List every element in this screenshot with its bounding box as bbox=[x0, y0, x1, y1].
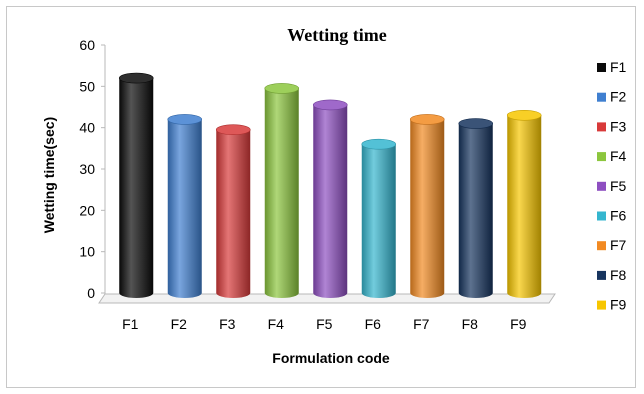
bar-body bbox=[167, 119, 202, 299]
legend-item: F4 bbox=[597, 148, 627, 164]
bar-body bbox=[216, 129, 251, 298]
x-tick-label: F3 bbox=[219, 316, 236, 332]
bar-top bbox=[312, 99, 348, 111]
legend-item: F7 bbox=[597, 237, 627, 253]
x-tick-label: F9 bbox=[510, 316, 527, 332]
legend-swatch bbox=[597, 241, 606, 251]
bar-body bbox=[313, 104, 348, 298]
y-tick-label: 60 bbox=[79, 37, 95, 53]
bar-F4 bbox=[264, 83, 300, 298]
bar-top bbox=[361, 138, 397, 150]
bar-F3 bbox=[215, 124, 251, 298]
y-tick-label: 0 bbox=[87, 285, 95, 301]
bar-F2 bbox=[167, 114, 203, 299]
chart-title: Wetting time bbox=[287, 25, 386, 45]
x-tick-label: F7 bbox=[413, 316, 430, 332]
legend-label: F7 bbox=[610, 237, 627, 253]
legend-item: F3 bbox=[597, 118, 627, 134]
legend-item: F6 bbox=[597, 208, 627, 224]
legend-swatch bbox=[597, 211, 606, 221]
x-tick-label: F8 bbox=[462, 316, 479, 332]
legend-label: F1 bbox=[610, 59, 627, 75]
legend-label: F2 bbox=[610, 89, 627, 105]
legend-swatch bbox=[597, 122, 606, 132]
bars-layer bbox=[118, 72, 542, 299]
legend-swatch bbox=[597, 63, 606, 72]
legend-label: F5 bbox=[610, 178, 627, 194]
legend-item: F1 bbox=[597, 59, 627, 75]
legend-label: F8 bbox=[610, 267, 627, 283]
y-tick-label: 30 bbox=[79, 161, 95, 177]
y-tick-label: 20 bbox=[79, 202, 95, 218]
y-tick-label: 40 bbox=[79, 120, 95, 136]
y-axis-label: Wetting time(sec) bbox=[41, 117, 57, 233]
bar-body bbox=[410, 119, 445, 299]
legend-swatch bbox=[597, 152, 606, 162]
bar-F7 bbox=[409, 114, 445, 299]
legend-label: F3 bbox=[610, 118, 627, 134]
y-tick-label: 10 bbox=[79, 244, 95, 260]
x-tick-label: F6 bbox=[365, 316, 382, 332]
x-axis-label: Formulation code bbox=[272, 350, 390, 366]
bar-F6 bbox=[361, 138, 397, 298]
legend-item: F9 bbox=[597, 297, 627, 313]
legend-item: F2 bbox=[597, 89, 627, 105]
legend-item: F5 bbox=[597, 178, 627, 194]
bar-body bbox=[119, 78, 154, 298]
axis-layer: 0 10 20 30 40 50 60 F1 F2 F3 F4 F5 F6 F7 F8 F9 bbox=[79, 37, 556, 332]
legend-swatch bbox=[597, 270, 606, 280]
chart-frame: Wetting time Wetting time(sec) Formulati… bbox=[6, 6, 636, 388]
legend-item: F8 bbox=[597, 267, 627, 283]
bar-body bbox=[507, 115, 542, 299]
bar-body bbox=[264, 88, 299, 298]
bar-top bbox=[409, 114, 445, 125]
wetting-time-chart: Wetting time Wetting time(sec) Formulati… bbox=[41, 25, 627, 366]
bar-top bbox=[215, 124, 251, 136]
bar-top bbox=[506, 109, 542, 121]
legend-label: F9 bbox=[610, 297, 627, 313]
legend-label: F6 bbox=[610, 208, 627, 224]
bar-top bbox=[264, 83, 300, 94]
bar-F5 bbox=[312, 99, 348, 298]
x-tick-label: F5 bbox=[316, 316, 333, 332]
legend: F1 F2 F3 F4 F5 F6 F7 F8 F9 bbox=[597, 59, 627, 313]
bar-F9 bbox=[506, 109, 542, 299]
legend-label: F4 bbox=[610, 148, 627, 164]
x-tick-label: F4 bbox=[268, 316, 285, 332]
x-tick-label: F1 bbox=[122, 316, 139, 332]
bar-top bbox=[458, 118, 494, 129]
legend-swatch bbox=[597, 300, 606, 310]
bar-F8 bbox=[458, 118, 494, 299]
bar-top bbox=[118, 72, 154, 84]
y-tick-label: 50 bbox=[79, 78, 95, 94]
bar-F1 bbox=[118, 72, 154, 298]
bar-body bbox=[458, 123, 493, 299]
legend-swatch bbox=[597, 92, 606, 102]
bar-top bbox=[167, 114, 203, 125]
x-tick-label: F2 bbox=[171, 316, 188, 332]
legend-swatch bbox=[597, 181, 606, 191]
bar-body bbox=[361, 144, 396, 298]
floor bbox=[98, 293, 556, 304]
